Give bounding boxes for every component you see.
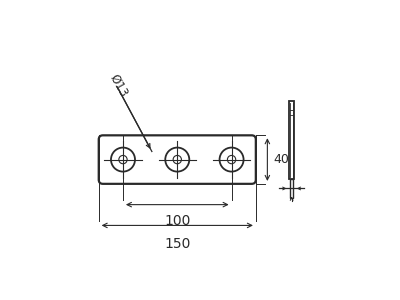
Bar [290,179,293,198]
FancyBboxPatch shape [99,135,256,184]
Text: 40: 40 [273,153,289,166]
Text: 100: 100 [164,214,190,228]
Bar [289,101,294,179]
Text: Ø13: Ø13 [107,72,130,100]
Text: 150: 150 [164,237,190,251]
